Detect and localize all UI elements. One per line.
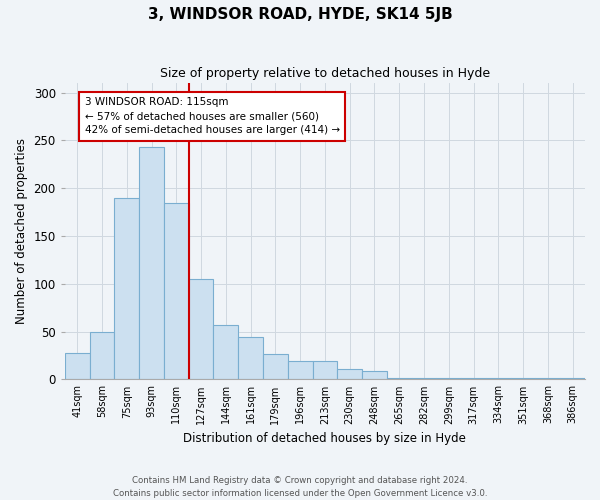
Bar [188, 279, 214, 380]
Bar [263, 354, 288, 380]
Y-axis label: Number of detached properties: Number of detached properties [15, 138, 28, 324]
Bar [560, 378, 585, 380]
Bar [89, 332, 115, 380]
Bar [436, 378, 461, 380]
Bar [337, 369, 362, 380]
Bar [535, 378, 560, 380]
Bar [486, 378, 511, 380]
Title: Size of property relative to detached houses in Hyde: Size of property relative to detached ho… [160, 68, 490, 80]
Bar [164, 202, 188, 380]
Bar [511, 378, 535, 380]
Bar [412, 378, 436, 380]
Bar [461, 378, 486, 380]
Bar [214, 325, 238, 380]
Bar [65, 352, 89, 380]
Bar [313, 362, 337, 380]
Text: 3, WINDSOR ROAD, HYDE, SK14 5JB: 3, WINDSOR ROAD, HYDE, SK14 5JB [148, 8, 452, 22]
Text: Contains HM Land Registry data © Crown copyright and database right 2024.
Contai: Contains HM Land Registry data © Crown c… [113, 476, 487, 498]
Text: 3 WINDSOR ROAD: 115sqm
← 57% of detached houses are smaller (560)
42% of semi-de: 3 WINDSOR ROAD: 115sqm ← 57% of detached… [85, 98, 340, 136]
Bar [115, 198, 139, 380]
X-axis label: Distribution of detached houses by size in Hyde: Distribution of detached houses by size … [184, 432, 466, 445]
Bar [238, 338, 263, 380]
Bar [288, 362, 313, 380]
Bar [362, 371, 387, 380]
Bar [387, 378, 412, 380]
Bar [139, 147, 164, 380]
